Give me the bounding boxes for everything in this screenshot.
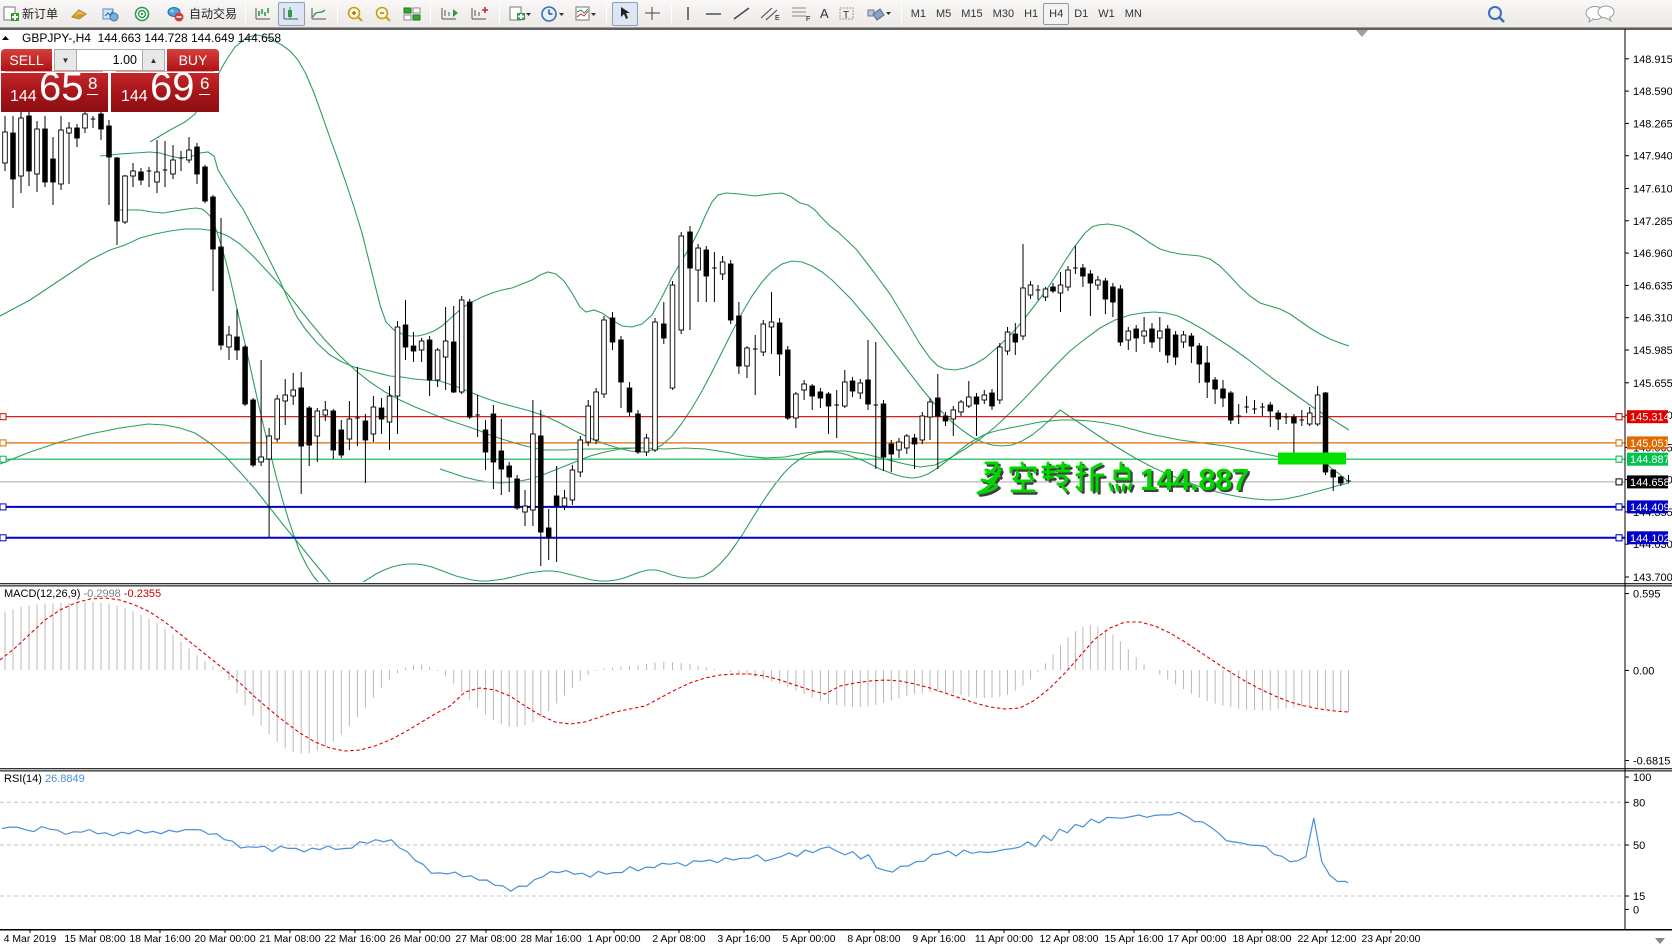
svg-text:1 Apr 00:00: 1 Apr 00:00 [587,934,640,945]
svg-text:15 Apr 16:00: 15 Apr 16:00 [1105,934,1164,945]
svg-text:3 Apr 16:00: 3 Apr 16:00 [717,934,770,945]
svg-text:0.00: 0.00 [1633,665,1654,677]
svg-text:0: 0 [1633,904,1639,916]
svg-text:144.887: 144.887 [1142,464,1251,499]
svg-text:T: T [843,10,849,21]
svg-text:12 Apr 08:00: 12 Apr 08:00 [1040,934,1099,945]
svg-text:148.265: 148.265 [1633,118,1672,130]
svg-text:RSI(14) 26.8849: RSI(14) 26.8849 [4,773,85,785]
svg-text:144.658: 144.658 [1630,477,1670,489]
svg-text:9 Apr 16:00: 9 Apr 16:00 [912,934,965,945]
svg-text:0.595: 0.595 [1633,589,1661,601]
svg-text:-0.6815: -0.6815 [1633,756,1670,768]
svg-text:148.590: 148.590 [1633,86,1672,98]
svg-text:F: F [806,16,810,22]
svg-text:2 Apr 08:00: 2 Apr 08:00 [652,934,705,945]
svg-text:146.635: 146.635 [1633,280,1672,292]
svg-text:18 Apr 08:00: 18 Apr 08:00 [1233,934,1292,945]
svg-text:8 Apr 08:00: 8 Apr 08:00 [847,934,900,945]
svg-text:144.887: 144.887 [1140,462,1249,497]
svg-text:28 Mar 16:00: 28 Mar 16:00 [520,934,581,945]
svg-text:26 Mar 00:00: 26 Mar 00:00 [389,934,450,945]
svg-text:145.314: 145.314 [1630,412,1670,424]
svg-text:15 Mar 08:00: 15 Mar 08:00 [64,934,125,945]
svg-text:23 Apr 20:00: 23 Apr 20:00 [1362,934,1421,945]
svg-text:145.985: 145.985 [1633,345,1672,357]
svg-text:144.887: 144.887 [1630,454,1670,466]
svg-text:144.409: 144.409 [1630,502,1670,514]
svg-text:147.940: 147.940 [1633,151,1672,163]
svg-text:147.285: 147.285 [1633,216,1672,228]
svg-text:22 Apr 12:00: 22 Apr 12:00 [1298,934,1357,945]
svg-text:11 Apr 00:00: 11 Apr 00:00 [975,934,1033,945]
svg-text:15: 15 [1633,891,1645,903]
svg-text:80: 80 [1633,797,1645,809]
svg-text:E: E [775,15,780,22]
svg-text:MACD(12,26,9) -0.2998 -0.2355: MACD(12,26,9) -0.2998 -0.2355 [4,588,161,600]
svg-text:145.655: 145.655 [1633,378,1672,390]
svg-text:148.915: 148.915 [1633,54,1672,66]
svg-text:20 Mar 00:00: 20 Mar 00:00 [194,934,255,945]
svg-text:100: 100 [1633,772,1651,784]
svg-text:21 Mar 08:00: 21 Mar 08:00 [259,934,320,945]
svg-text:50: 50 [1633,840,1645,852]
svg-text:17 Apr 00:00: 17 Apr 00:00 [1168,934,1227,945]
svg-text:4 Mar 2019: 4 Mar 2019 [4,934,57,945]
svg-text:5 Apr 00:00: 5 Apr 00:00 [782,934,835,945]
svg-text:22 Mar 16:00: 22 Mar 16:00 [324,934,385,945]
svg-text:146.960: 146.960 [1633,248,1672,260]
svg-text:27 Mar 08:00: 27 Mar 08:00 [455,934,516,945]
svg-text:147.610: 147.610 [1633,184,1672,196]
svg-text:144.102: 144.102 [1630,533,1670,545]
svg-text:145.051: 145.051 [1630,438,1670,450]
svg-text:143.700: 143.700 [1633,572,1672,584]
svg-text:18 Mar 16:00: 18 Mar 16:00 [129,934,190,945]
svg-text:146.310: 146.310 [1633,313,1672,325]
